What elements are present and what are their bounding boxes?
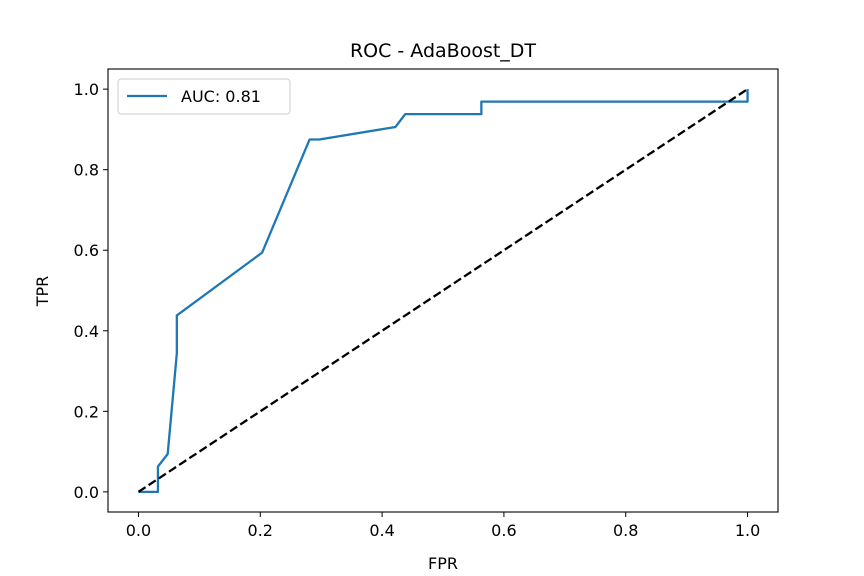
x-tick-label: 1.0 [735, 521, 760, 540]
chart-title: ROC - AdaBoost_DT [350, 40, 536, 62]
x-tick-label: 0.0 [126, 521, 151, 540]
y-tick-label: 0.8 [74, 161, 99, 180]
x-tick-label: 0.4 [369, 521, 394, 540]
x-axis-ticks: 0.0 0.2 0.4 0.6 0.8 1.0 [126, 512, 760, 540]
series-layer [137, 88, 749, 494]
x-tick-label: 0.2 [248, 521, 273, 540]
x-tick-label: 0.6 [491, 521, 516, 540]
y-tick-label: 0.4 [74, 322, 99, 341]
plot-area [108, 69, 778, 512]
legend: AUC: 0.81 [117, 78, 291, 115]
y-tick-label: 0.0 [74, 483, 99, 502]
axes-frame [107, 68, 779, 513]
y-tick-label: 1.0 [74, 80, 99, 99]
x-tick-label: 0.8 [613, 521, 638, 540]
y-axis-ticks: 0.0 0.2 0.4 0.6 0.8 1.0 [74, 80, 108, 502]
legend-box [117, 78, 291, 115]
x-axis-label: FPR [428, 554, 458, 573]
y-tick-label: 0.6 [74, 241, 99, 260]
y-tick-label: 0.2 [74, 402, 99, 421]
legend-entry-label: AUC: 0.81 [181, 87, 261, 106]
y-axis-label: TPR [33, 276, 52, 308]
roc-curve-line [138, 89, 749, 494]
